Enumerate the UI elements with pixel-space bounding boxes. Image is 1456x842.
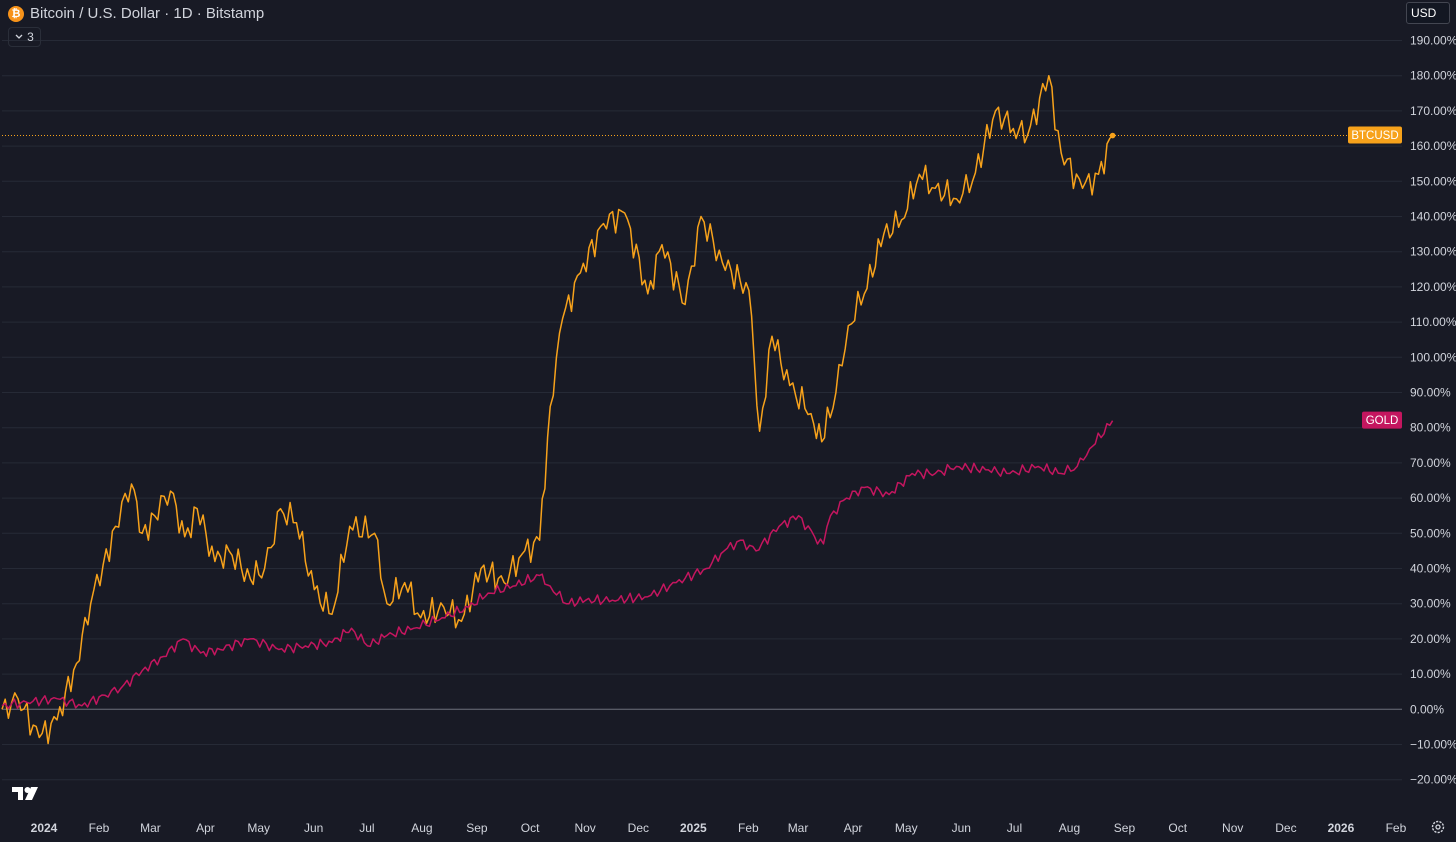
x-tick-label: 2025 <box>680 821 707 835</box>
x-tick-label: Oct <box>521 821 540 835</box>
y-tick-label: 40.00% <box>1410 562 1451 576</box>
y-tick-label: 190.00% <box>1410 34 1456 48</box>
y-tick-label: 0.00% <box>1410 702 1444 716</box>
indicator-count: 3 <box>27 30 34 44</box>
x-tick-label: May <box>247 821 270 835</box>
x-tick-label: Sep <box>1114 821 1136 835</box>
x-tick-label: Feb <box>89 821 110 835</box>
y-tick-label: 50.00% <box>1410 526 1451 540</box>
y-tick-label: 20.00% <box>1410 632 1451 646</box>
x-tick-label: Oct <box>1168 821 1187 835</box>
series-label: BTCUSD <box>1351 130 1398 142</box>
series-label-box <box>1362 411 1402 429</box>
x-tick-label: Nov <box>574 821 595 835</box>
x-tick-label: Aug <box>1059 821 1080 835</box>
y-tick-label: 180.00% <box>1410 69 1456 83</box>
x-tick-label: May <box>895 821 918 835</box>
y-tick-label: 150.00% <box>1410 174 1456 188</box>
y-tick-label: 80.00% <box>1410 421 1451 435</box>
y-tick-label: 110.00% <box>1410 315 1456 329</box>
y-tick-label: 70.00% <box>1410 456 1451 470</box>
x-tick-label: 2026 <box>1328 821 1355 835</box>
gear-icon[interactable] <box>1430 819 1446 835</box>
x-tick-label: Jul <box>1007 821 1022 835</box>
series-price-labels: BTCUSD GOLD <box>1348 126 1402 429</box>
y-tick-label: 130.00% <box>1410 245 1456 259</box>
series-line-gold <box>1 420 1114 710</box>
currency-button[interactable]: USD <box>1406 2 1450 24</box>
x-tick-label: Nov <box>1222 821 1243 835</box>
grid-lines <box>2 40 1402 781</box>
x-tick-label: Feb <box>738 821 759 835</box>
x-tick-label: Feb <box>1386 821 1407 835</box>
x-tick-label: Aug <box>411 821 432 835</box>
chevron-down-icon <box>15 34 23 39</box>
y-tick-label: 160.00% <box>1410 139 1456 153</box>
series-line-btcusd <box>1 74 1114 745</box>
series-layer <box>1 74 1402 745</box>
bitcoin-icon: ₿ <box>8 5 24 22</box>
x-tick-label: Sep <box>466 821 488 835</box>
x-tick-label: Dec <box>1275 821 1296 835</box>
x-tick-label: Apr <box>844 821 863 835</box>
symbol-title: Bitcoin / U.S. Dollar · 1D · Bitstamp <box>30 5 265 22</box>
y-tick-label: 100.00% <box>1410 350 1456 364</box>
y-tick-label: 120.00% <box>1410 280 1456 294</box>
last-price-dot <box>1109 132 1116 139</box>
x-tick-label: Jun <box>304 821 323 835</box>
y-tick-label: 10.00% <box>1410 667 1451 681</box>
y-tick-label: 30.00% <box>1410 597 1451 611</box>
x-tick-label: 2024 <box>31 821 58 835</box>
x-tick-label: Mar <box>140 821 161 835</box>
series-label-box <box>1348 126 1402 144</box>
y-tick-label: −10.00% <box>1410 738 1456 752</box>
y-tick-label: 170.00% <box>1410 104 1456 118</box>
indicators-collapse-button[interactable]: 3 <box>8 27 41 47</box>
x-tick-label: Mar <box>788 821 809 835</box>
y-tick-label: −20.00% <box>1410 773 1456 787</box>
x-tick-label: Apr <box>196 821 215 835</box>
tradingview-logo[interactable] <box>12 786 42 802</box>
y-tick-label: 60.00% <box>1410 491 1451 505</box>
y-tick-label: 140.00% <box>1410 210 1456 224</box>
x-axis[interactable]: 2024 Feb Mar Apr May Jun Jul Aug Sep Oct Nov Dec 202… <box>31 821 1407 835</box>
x-tick-label: Jul <box>359 821 374 835</box>
y-axis[interactable]: 190.00% 180.00% 170.00% 160.00% 150.00% 140.0… <box>1410 34 1456 787</box>
y-tick-label: 90.00% <box>1410 386 1451 400</box>
x-tick-label: Dec <box>628 821 649 835</box>
x-tick-label: Jun <box>952 821 971 835</box>
symbol-header[interactable]: ₿ Bitcoin / U.S. Dollar · 1D · Bitstamp <box>8 5 264 22</box>
series-label: GOLD <box>1366 415 1399 427</box>
